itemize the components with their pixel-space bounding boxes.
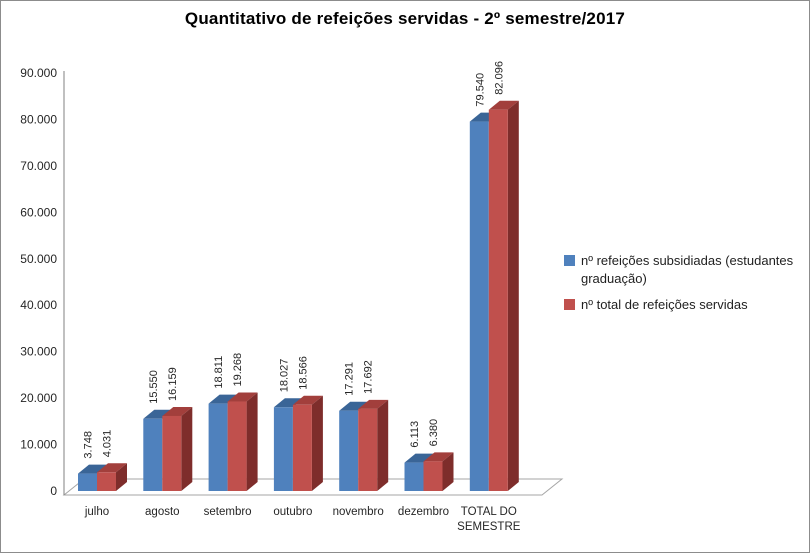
category-label: agosto — [145, 506, 180, 518]
value-label: 6.113 — [409, 421, 421, 448]
bar-subsidiadas — [78, 473, 97, 491]
value-label: 4.031 — [102, 430, 114, 458]
y-tick-label: 10.000 — [20, 438, 57, 452]
bar-side-red — [377, 399, 389, 491]
category-label: julho — [84, 506, 109, 518]
bar-total — [97, 472, 116, 491]
bar-total — [292, 404, 312, 491]
legend-label-total: nº total de refeições servidas — [581, 297, 748, 313]
bar-top-blue — [208, 394, 239, 404]
category-label: SEMESTRE — [457, 521, 521, 533]
legend-swatch-red-icon — [564, 299, 575, 311]
bar-total — [227, 401, 247, 491]
bar-total — [358, 408, 378, 491]
y-tick-label: 80.000 — [20, 112, 57, 126]
y-tick-label: 90.000 — [20, 66, 57, 80]
bar-top-blue — [273, 398, 304, 408]
legend-item-subsidiadas: nº refeições subsidiadas (estudantes gra… — [564, 252, 809, 287]
legend: nº refeições subsidiadas (estudantes gra… — [564, 252, 809, 323]
value-label: 17.692 — [363, 360, 375, 394]
bar-top-blue — [339, 401, 370, 411]
bar-top-blue — [404, 453, 435, 463]
bar-subsidiadas — [273, 407, 293, 491]
bar-side-red — [181, 406, 193, 491]
value-label: 17.291 — [344, 362, 356, 396]
bar-side-red — [507, 100, 519, 491]
bar-top-red — [162, 406, 193, 416]
bar-total — [488, 109, 508, 491]
category-label: dezembro — [398, 506, 449, 518]
bar-subsidiadas — [469, 121, 489, 492]
value-label: 16.159 — [167, 367, 179, 401]
category-label: outubro — [273, 506, 312, 518]
y-tick-label: 40.000 — [20, 298, 57, 312]
y-tick-label: 0 — [50, 484, 57, 498]
y-tick-label: 70.000 — [20, 159, 57, 173]
bar-top-red — [97, 463, 127, 473]
value-label: 18.811 — [213, 356, 225, 389]
bar-subsidiadas — [143, 418, 163, 491]
legend-label-subsidiadas: nº refeições subsidiadas (estudantes gra… — [581, 253, 794, 286]
bar-top-red — [358, 399, 389, 409]
bar-side-red — [246, 392, 258, 491]
bar-top-blue — [143, 409, 174, 419]
y-tick-label: 50.000 — [20, 252, 57, 266]
value-label: 3.748 — [83, 431, 95, 459]
bar-subsidiadas — [339, 410, 359, 491]
category-label: TOTAL DO — [461, 506, 517, 518]
bar-subsidiadas — [404, 462, 424, 491]
value-label: 15.550 — [148, 370, 160, 404]
value-label: 6.380 — [428, 419, 440, 447]
bar-top-red — [292, 395, 323, 405]
category-label: novembro — [333, 506, 384, 518]
legend-item-total: nº total de refeições servidas — [564, 296, 809, 314]
bar-subsidiadas — [208, 403, 228, 491]
value-label: 18.027 — [278, 359, 290, 393]
bar-side-red — [116, 463, 127, 491]
y-tick-label: 20.000 — [20, 391, 57, 405]
bar-side-red — [442, 452, 454, 491]
value-label: 19.268 — [232, 353, 244, 387]
category-label: setembro — [204, 506, 252, 518]
bar-total — [162, 415, 182, 491]
value-label: 82.096 — [493, 61, 505, 95]
y-tick-label: 30.000 — [20, 345, 57, 359]
bar-top-blue — [78, 464, 108, 474]
bar-top-red — [227, 392, 258, 402]
bar-top-red — [423, 452, 454, 462]
bar-top-red — [488, 100, 519, 110]
y-tick-label: 60.000 — [20, 205, 57, 219]
bar-side-red — [311, 395, 323, 491]
bar-total — [423, 461, 443, 491]
value-label: 18.566 — [297, 356, 309, 390]
chart-title: Quantitativo de refeições servidas - 2º … — [184, 9, 626, 28]
legend-swatch-blue-icon — [564, 255, 575, 266]
value-label: 79.540 — [474, 73, 486, 107]
